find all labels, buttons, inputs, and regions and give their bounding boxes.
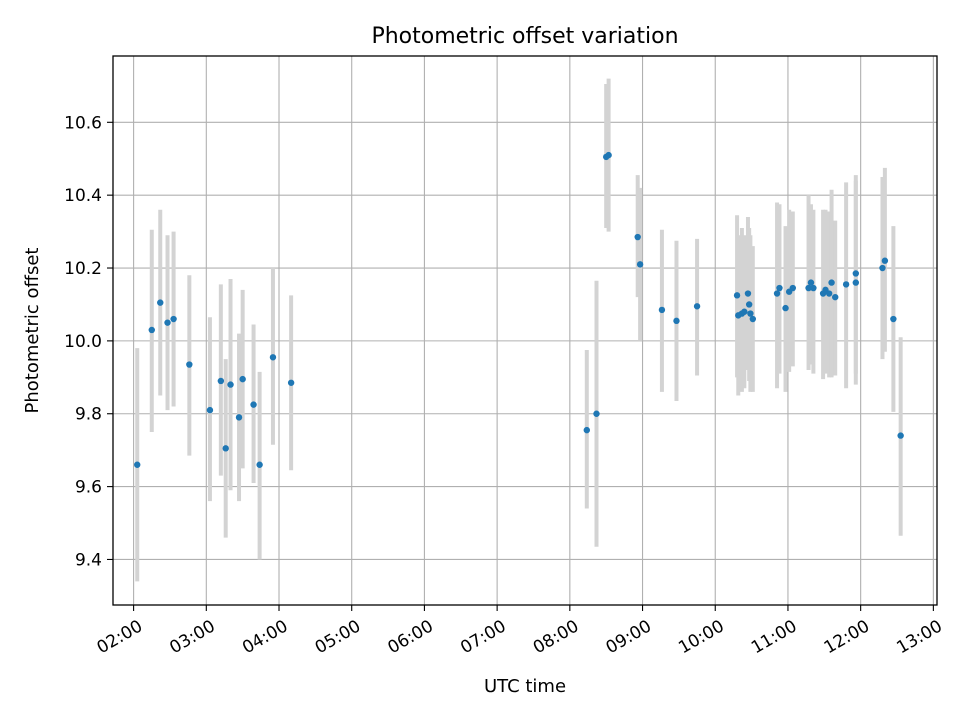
data-point [134, 461, 141, 468]
plot-frame [112, 55, 938, 606]
data-point [810, 284, 817, 292]
y-tick-label: 10.0 [64, 332, 102, 352]
data-point [235, 414, 243, 421]
data-point [186, 361, 193, 368]
data-point [593, 410, 600, 417]
data-point [733, 292, 741, 299]
data-point [206, 406, 214, 414]
data-point [634, 233, 641, 241]
data-point [852, 270, 860, 277]
data-point [807, 279, 815, 286]
data-point [852, 279, 860, 286]
data-point [745, 301, 753, 308]
y-tick-label: 10.6 [64, 113, 102, 133]
data-point [673, 317, 680, 325]
x-tick-label: 04:00 [239, 616, 291, 658]
data-point [741, 308, 748, 315]
chart-title: Photometric offset variation [371, 24, 678, 49]
data-point [170, 315, 177, 323]
data-point [636, 261, 644, 268]
data-point [256, 461, 263, 468]
data-point [776, 284, 783, 292]
data-point [269, 354, 277, 361]
data-point [227, 381, 234, 388]
data-point [789, 284, 796, 292]
y-tick-label: 9.8 [75, 405, 102, 425]
data-point [744, 290, 752, 297]
data-point [881, 257, 889, 264]
data-point [832, 293, 839, 301]
x-tick-label: 07:00 [457, 616, 509, 658]
data-point [583, 426, 590, 434]
grid-lines [113, 56, 937, 605]
data-point [250, 401, 257, 408]
data-point [842, 281, 850, 288]
data-point [879, 264, 886, 272]
x-tick-label: 11:00 [748, 616, 800, 658]
x-tick-label: 10:00 [675, 616, 727, 658]
x-tick-label: 12:00 [821, 616, 873, 658]
y-tick-label: 10.4 [64, 186, 102, 206]
x-axis-label: UTC time [484, 676, 566, 697]
data-point [157, 299, 164, 306]
x-tick-label: 09:00 [603, 616, 655, 658]
data-point [782, 304, 789, 312]
y-tick-label: 9.6 [75, 478, 102, 498]
data-point [805, 284, 812, 292]
data-point [658, 306, 666, 314]
y-tick-label: 10.2 [64, 259, 102, 279]
x-tick-label: 03:00 [166, 616, 218, 658]
data-point [222, 445, 229, 452]
x-tick-label: 08:00 [530, 616, 582, 658]
data-point [773, 290, 781, 297]
y-axis-label: Photometric offset [22, 248, 43, 414]
data-point [897, 432, 904, 439]
data-point [148, 326, 155, 334]
data-point [749, 315, 757, 323]
x-tick-label: 13:00 [893, 616, 945, 658]
data-point [747, 310, 754, 317]
data-point [828, 279, 835, 286]
x-tick-label: 02:00 [94, 616, 146, 658]
x-tick-label: 05:00 [312, 616, 364, 658]
error-bars [135, 78, 903, 582]
data-point [825, 290, 833, 297]
data-point [239, 375, 246, 383]
data-point [164, 319, 171, 326]
data-point [693, 303, 701, 310]
data-point [890, 315, 897, 323]
data-point [217, 377, 225, 385]
data-point [287, 379, 295, 386]
data-points [134, 151, 904, 468]
data-point [605, 151, 612, 159]
y-tick-label: 9.4 [75, 550, 102, 570]
x-tick-label: 06:00 [384, 616, 436, 658]
